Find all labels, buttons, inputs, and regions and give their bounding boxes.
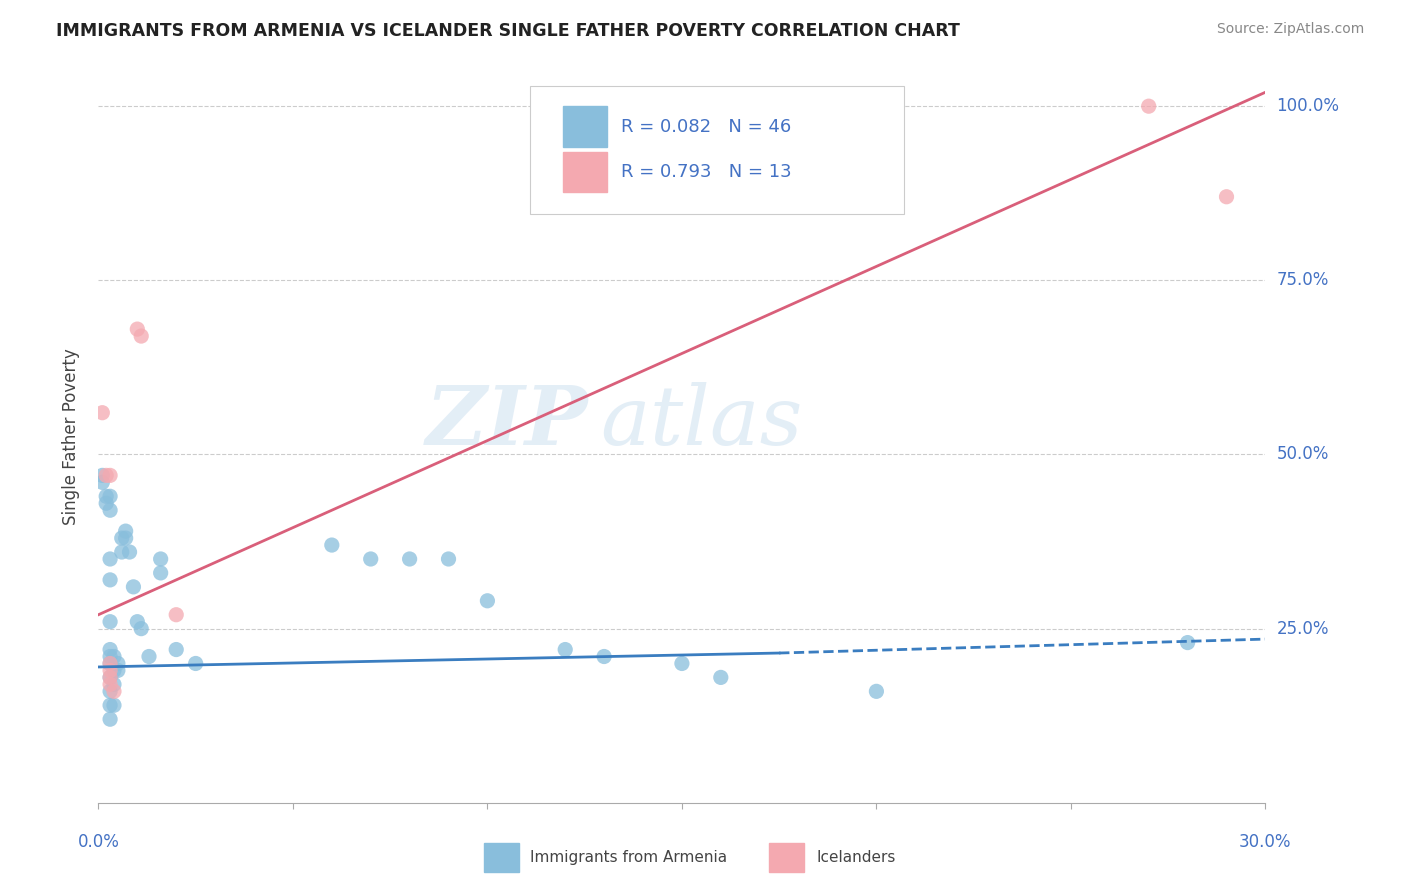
Point xyxy=(103,698,125,713)
FancyBboxPatch shape xyxy=(484,843,519,872)
Point xyxy=(865,684,887,698)
FancyBboxPatch shape xyxy=(769,843,804,872)
Point xyxy=(1177,635,1199,649)
FancyBboxPatch shape xyxy=(562,106,607,146)
Text: 25.0%: 25.0% xyxy=(1277,620,1329,638)
Point xyxy=(98,489,121,503)
Point xyxy=(111,545,134,559)
Point xyxy=(98,664,121,678)
Point xyxy=(127,322,149,336)
Point xyxy=(96,489,118,503)
Point xyxy=(96,496,118,510)
Point xyxy=(98,649,121,664)
Point xyxy=(103,677,125,691)
Point xyxy=(98,503,121,517)
Point xyxy=(98,615,121,629)
Point xyxy=(149,552,172,566)
Point xyxy=(114,524,136,538)
Text: 50.0%: 50.0% xyxy=(1277,445,1329,464)
FancyBboxPatch shape xyxy=(530,86,904,214)
Point xyxy=(127,615,149,629)
Point xyxy=(98,670,121,684)
Point xyxy=(554,642,576,657)
Point xyxy=(98,698,121,713)
Point xyxy=(671,657,693,671)
Point xyxy=(477,594,499,608)
Point xyxy=(103,664,125,678)
Point xyxy=(103,684,125,698)
Point xyxy=(107,664,129,678)
Point xyxy=(184,657,207,671)
Point xyxy=(98,552,121,566)
Point xyxy=(138,649,160,664)
Text: Immigrants from Armenia: Immigrants from Armenia xyxy=(530,850,727,865)
Point xyxy=(98,573,121,587)
Text: 100.0%: 100.0% xyxy=(1277,97,1340,115)
Point xyxy=(98,670,121,684)
Point xyxy=(98,468,121,483)
Text: IMMIGRANTS FROM ARMENIA VS ICELANDER SINGLE FATHER POVERTY CORRELATION CHART: IMMIGRANTS FROM ARMENIA VS ICELANDER SIN… xyxy=(56,22,960,40)
FancyBboxPatch shape xyxy=(562,152,607,192)
Text: 30.0%: 30.0% xyxy=(1239,833,1292,851)
Text: ZIP: ZIP xyxy=(426,383,589,462)
Text: Source: ZipAtlas.com: Source: ZipAtlas.com xyxy=(1216,22,1364,37)
Point xyxy=(98,657,121,671)
Point xyxy=(98,642,121,657)
Text: 0.0%: 0.0% xyxy=(77,833,120,851)
Point xyxy=(398,552,420,566)
Point xyxy=(129,622,152,636)
Text: R = 0.082   N = 46: R = 0.082 N = 46 xyxy=(621,118,792,136)
Point xyxy=(165,607,187,622)
Point xyxy=(149,566,172,580)
Point xyxy=(114,531,136,545)
Point xyxy=(98,684,121,698)
Point xyxy=(103,649,125,664)
Text: 75.0%: 75.0% xyxy=(1277,271,1329,289)
Point xyxy=(107,657,129,671)
Point xyxy=(593,649,616,664)
Point xyxy=(122,580,145,594)
Point xyxy=(710,670,733,684)
Point xyxy=(98,677,121,691)
Point xyxy=(98,712,121,726)
Point xyxy=(321,538,343,552)
Point xyxy=(98,657,121,671)
Point xyxy=(118,545,141,559)
Text: atlas: atlas xyxy=(600,383,803,462)
Y-axis label: Single Father Poverty: Single Father Poverty xyxy=(62,349,80,525)
Point xyxy=(437,552,460,566)
Point xyxy=(360,552,382,566)
Point xyxy=(111,531,134,545)
Point xyxy=(129,329,152,343)
Text: R = 0.793   N = 13: R = 0.793 N = 13 xyxy=(621,163,792,181)
Point xyxy=(1215,190,1237,204)
Text: Icelanders: Icelanders xyxy=(815,850,896,865)
Point xyxy=(91,475,114,490)
Point xyxy=(165,642,187,657)
Point xyxy=(1137,99,1160,113)
Point xyxy=(96,468,118,483)
Point xyxy=(91,406,114,420)
Point xyxy=(91,468,114,483)
